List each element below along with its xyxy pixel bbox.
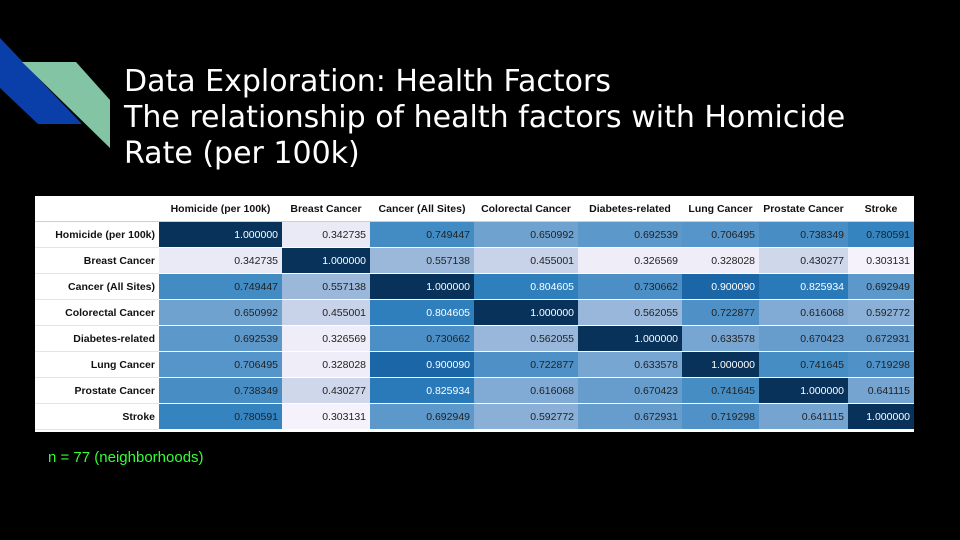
table-row: Lung Cancer 0.706495 0.328028 0.900090 0.722…: [35, 351, 914, 378]
heatmap-cell: 0.741645: [759, 351, 848, 378]
heatmap-cell: 0.592772: [848, 299, 914, 326]
heatmap-cell: 0.692539: [159, 325, 282, 352]
sample-size-note: n = 77 (neighborhoods): [48, 449, 204, 466]
heatmap-cell: 0.900090: [682, 273, 759, 300]
heatmap-cell: 1.000000: [370, 273, 474, 300]
slide-title-line-1: Data Exploration: Health Factors: [124, 64, 611, 99]
heatmap-cell: 0.562055: [474, 325, 578, 352]
heatmap-cell: 0.328028: [282, 351, 370, 378]
table-row: Cancer (All Sites) 0.749447 0.557138 1.0000…: [35, 273, 914, 300]
row-header: Lung Cancer: [35, 351, 159, 378]
heatmap-cell: 0.303131: [282, 403, 370, 430]
heatmap-cell: 0.326569: [282, 325, 370, 352]
slide-title-line-2: The relationship of health factors with …: [124, 100, 846, 135]
table-row: Homicide (per 100k) 1.000000 0.342735 0.749…: [35, 221, 914, 248]
heatmap-cell: 0.455001: [282, 299, 370, 326]
heatmap-cell: 0.430277: [282, 377, 370, 404]
heatmap-cell: 0.730662: [578, 273, 682, 300]
heatmap-cell: 0.722877: [474, 351, 578, 378]
column-header: Homicide (per 100k): [159, 196, 282, 222]
deco-dark-blue-stripe: [0, 38, 82, 124]
heatmap-cell: 0.633578: [578, 351, 682, 378]
table-row: Prostate Cancer 0.738349 0.430277 0.825934 0…: [35, 377, 914, 404]
column-header: Prostate Cancer: [759, 196, 848, 222]
heatmap-cell: 0.722877: [682, 299, 759, 326]
heatmap-cell: 0.692949: [848, 273, 914, 300]
heatmap-cell: 0.730662: [370, 325, 474, 352]
column-header: Diabetes-related: [578, 196, 682, 222]
heatmap-cell: 1.000000: [474, 299, 578, 326]
heatmap-cell: 0.900090: [370, 351, 474, 378]
column-header: Breast Cancer: [282, 196, 370, 222]
heatmap-cell: 0.557138: [370, 247, 474, 274]
heatmap-cell: 0.719298: [682, 403, 759, 430]
heatmap-cell: 1.000000: [578, 325, 682, 352]
row-header: Colorectal Cancer: [35, 299, 159, 326]
heatmap-cell: 0.641115: [848, 377, 914, 404]
correlation-heatmap: Homicide (per 100k) Breast Cancer Cancer (…: [35, 196, 914, 432]
table-row: Colorectal Cancer 0.650992 0.455001 0.80460…: [35, 299, 914, 326]
heatmap-cell: 0.650992: [159, 299, 282, 326]
row-header: Stroke: [35, 403, 159, 430]
heatmap-cell: 0.328028: [682, 247, 759, 274]
heatmap-cell: 0.804605: [474, 273, 578, 300]
heatmap-cell: 0.562055: [578, 299, 682, 326]
heatmap-cell: 0.738349: [759, 221, 848, 248]
heatmap-cell: 0.592772: [474, 403, 578, 430]
heatmap-cell: 0.780591: [848, 221, 914, 248]
heatmap-cell: 1.000000: [282, 247, 370, 274]
heatmap-cell: 0.650992: [474, 221, 578, 248]
heatmap-cell: 0.430277: [759, 247, 848, 274]
corner-decoration: [0, 38, 110, 148]
heatmap-cell: 0.616068: [759, 299, 848, 326]
heatmap-cell: 0.670423: [759, 325, 848, 352]
heatmap-cell: 0.738349: [159, 377, 282, 404]
heatmap-cell: 0.825934: [370, 377, 474, 404]
heatmap-cell: 0.303131: [848, 247, 914, 274]
column-header: Lung Cancer: [682, 196, 759, 222]
column-header: Stroke: [848, 196, 914, 222]
heatmap-cell: 0.672931: [848, 325, 914, 352]
heatmap-cell: 0.455001: [474, 247, 578, 274]
heatmap-cell: 0.672931: [578, 403, 682, 430]
heatmap-cell: 0.706495: [682, 221, 759, 248]
corner-cell: [35, 196, 159, 222]
heatmap-cell: 0.706495: [159, 351, 282, 378]
table-row: Diabetes-related 0.692539 0.326569 0.730662…: [35, 325, 914, 352]
column-header: Cancer (All Sites): [370, 196, 474, 222]
heatmap-cell: 0.342735: [159, 247, 282, 274]
heatmap-cell: 0.670423: [578, 377, 682, 404]
row-header: Diabetes-related: [35, 325, 159, 352]
heatmap-cell: 1.000000: [848, 403, 914, 430]
heatmap-cell: 0.825934: [759, 273, 848, 300]
heatmap-cell: 1.000000: [682, 351, 759, 378]
heatmap-cell: 0.557138: [282, 273, 370, 300]
slide-title-line-3: Rate (per 100k): [124, 136, 360, 171]
heatmap-cell: 0.641115: [759, 403, 848, 430]
row-header: Prostate Cancer: [35, 377, 159, 404]
heatmap-cell: 0.692949: [370, 403, 474, 430]
heatmap-cell: 0.633578: [682, 325, 759, 352]
row-header: Cancer (All Sites): [35, 273, 159, 300]
row-header: Breast Cancer: [35, 247, 159, 274]
heatmap-cell: 0.780591: [159, 403, 282, 430]
heatmap-cell: 0.326569: [578, 247, 682, 274]
heatmap-cell: 0.692539: [578, 221, 682, 248]
heatmap-cell: 0.749447: [159, 273, 282, 300]
header-row: Homicide (per 100k) Breast Cancer Cancer (…: [35, 196, 914, 222]
heatmap-cell: 1.000000: [759, 377, 848, 404]
table-row: Stroke 0.780591 0.303131 0.692949 0.592772 0.…: [35, 403, 914, 430]
row-header: Homicide (per 100k): [35, 221, 159, 248]
heatmap-cell: 0.616068: [474, 377, 578, 404]
correlation-table: Homicide (per 100k) Breast Cancer Cancer (…: [35, 196, 914, 430]
heatmap-cell: 0.342735: [282, 221, 370, 248]
heatmap-cell: 0.804605: [370, 299, 474, 326]
table-row: Breast Cancer 0.342735 1.000000 0.557138 0.4…: [35, 247, 914, 274]
heatmap-cell: 1.000000: [159, 221, 282, 248]
heatmap-cell: 0.749447: [370, 221, 474, 248]
heatmap-cell: 0.719298: [848, 351, 914, 378]
heatmap-cell: 0.741645: [682, 377, 759, 404]
deco-teal-stripe: [22, 62, 110, 148]
column-header: Colorectal Cancer: [474, 196, 578, 222]
